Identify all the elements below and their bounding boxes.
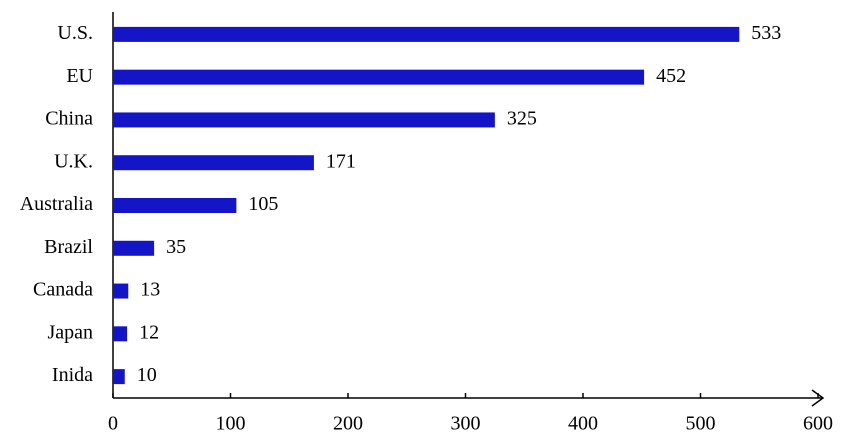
y-tick-label: U.K. bbox=[54, 150, 93, 172]
y-tick-label: EU bbox=[66, 65, 93, 87]
bar bbox=[113, 155, 314, 171]
value-label: 10 bbox=[137, 364, 157, 386]
bar bbox=[113, 240, 155, 256]
bar bbox=[113, 283, 129, 299]
y-tick-label: Canada bbox=[33, 279, 93, 301]
x-tick-label: 400 bbox=[568, 413, 598, 435]
bar bbox=[113, 26, 740, 42]
bar bbox=[113, 112, 495, 128]
x-tick-label: 200 bbox=[333, 413, 363, 435]
value-label: 171 bbox=[326, 150, 356, 172]
y-tick-label: Inida bbox=[52, 364, 93, 386]
x-tick-label: 0 bbox=[108, 413, 118, 435]
value-label: 13 bbox=[140, 279, 160, 301]
x-tick-label: 500 bbox=[686, 413, 716, 435]
y-tick-label: China bbox=[45, 108, 93, 130]
x-tick-label: 100 bbox=[216, 413, 246, 435]
bar bbox=[113, 326, 128, 342]
value-label: 325 bbox=[507, 108, 537, 130]
value-label: 12 bbox=[139, 321, 159, 343]
y-tick-label: Australia bbox=[20, 193, 93, 215]
y-tick-label: Brazil bbox=[44, 236, 93, 258]
bar bbox=[113, 69, 645, 85]
y-tick-label: Japan bbox=[47, 321, 93, 343]
axis-arrow bbox=[811, 389, 825, 407]
x-tick-label: 300 bbox=[451, 413, 481, 435]
value-label: 533 bbox=[751, 22, 781, 44]
bar bbox=[113, 369, 125, 385]
x-tick-label: 600 bbox=[803, 413, 833, 435]
value-label: 35 bbox=[166, 236, 186, 258]
bar bbox=[113, 198, 237, 213]
value-label: 452 bbox=[656, 65, 686, 87]
value-label: 105 bbox=[248, 193, 278, 215]
y-tick-label: U.S. bbox=[57, 22, 93, 44]
